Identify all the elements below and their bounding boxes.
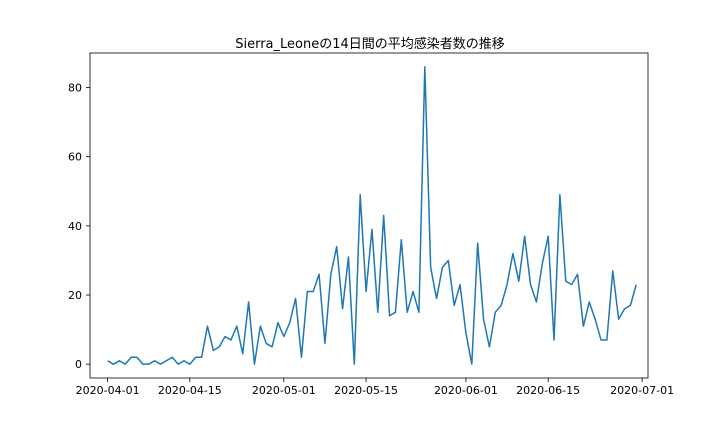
x-tick-label: 2020-07-01 <box>610 384 674 397</box>
x-tick-label: 2020-06-01 <box>434 384 498 397</box>
y-tick-label: 0 <box>75 358 82 371</box>
x-tick-label: 2020-04-01 <box>76 384 140 397</box>
x-tick-label: 2020-06-15 <box>516 384 580 397</box>
y-tick-label: 80 <box>68 82 82 95</box>
y-tick-label: 40 <box>68 220 82 233</box>
x-tick-label: 2020-05-15 <box>334 384 398 397</box>
y-axis: 0 20 40 60 80 <box>68 82 90 371</box>
x-tick-label: 2020-04-15 <box>158 384 222 397</box>
series-line <box>107 66 637 365</box>
y-tick-label: 60 <box>68 151 82 164</box>
plot-lines <box>107 66 637 365</box>
y-tick-label: 20 <box>68 289 82 302</box>
chart-title: Sierra_Leoneの14日間の平均感染者数の推移 <box>235 36 505 52</box>
plot-frame <box>89 52 649 379</box>
x-axis: 2020-04-01 2020-04-15 2020-05-01 2020-05-15… <box>76 378 674 397</box>
x-tick-label: 2020-05-01 <box>252 384 316 397</box>
